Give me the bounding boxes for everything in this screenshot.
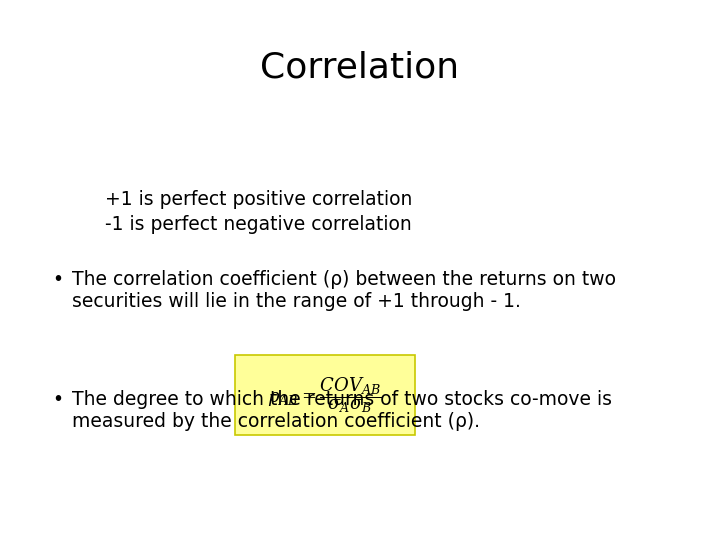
Text: •: • [52,390,63,409]
Text: $\rho_{AB} = \dfrac{COV_{AB}}{\sigma_A \sigma_B}$: $\rho_{AB} = \dfrac{COV_{AB}}{\sigma_A \… [268,375,382,415]
Text: The degree to which the returns of two stocks co-move is: The degree to which the returns of two s… [72,390,612,409]
Text: -1 is perfect negative correlation: -1 is perfect negative correlation [105,215,412,234]
Text: +1 is perfect positive correlation: +1 is perfect positive correlation [105,190,413,209]
Text: measured by the correlation coefficient (ρ).: measured by the correlation coefficient … [72,412,480,431]
Text: The correlation coefficient (ρ) between the returns on two: The correlation coefficient (ρ) between … [72,270,616,289]
FancyBboxPatch shape [235,355,415,435]
Text: securities will lie in the range of +1 through - 1.: securities will lie in the range of +1 t… [72,292,521,311]
Text: Correlation: Correlation [261,50,459,84]
Text: •: • [52,270,63,289]
